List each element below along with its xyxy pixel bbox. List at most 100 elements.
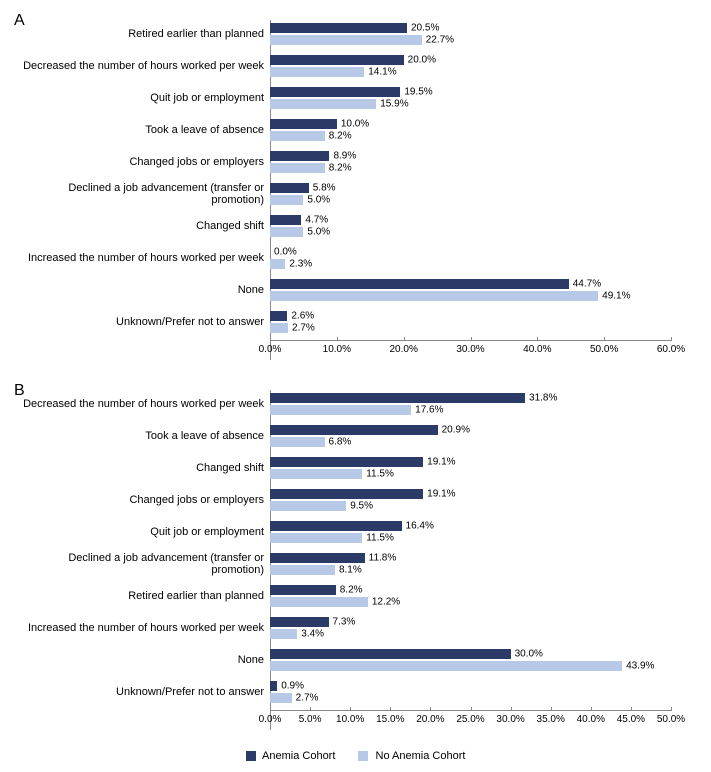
chart-row: None44.7%49.1% — [270, 276, 671, 304]
bar-value-anemia: 16.4% — [402, 521, 434, 532]
bar-no-anemia: 8.2% — [270, 131, 325, 141]
chart-row: Quit job or employment19.5%15.9% — [270, 84, 671, 112]
panel-b-plot: Decreased the number of hours worked per… — [270, 380, 671, 730]
bar-value-anemia: 44.7% — [569, 279, 601, 290]
bar-no-anemia: 6.8% — [270, 437, 325, 447]
legend-item-no-anemia: No Anemia Cohort — [358, 750, 465, 762]
bar-value-no-anemia: 11.5% — [362, 469, 394, 480]
axis-tick — [430, 707, 431, 711]
category-label: None — [18, 284, 270, 296]
bar-anemia: 20.9% — [270, 425, 438, 435]
bar-value-anemia: 8.2% — [336, 585, 363, 596]
category-label: Increased the number of hours worked per… — [18, 622, 270, 634]
bar-anemia: 19.5% — [270, 87, 400, 97]
chart-row: Quit job or employment16.4%11.5% — [270, 518, 671, 546]
bar-no-anemia: 22.7% — [270, 35, 422, 45]
axis-tick-label: 20.0% — [389, 344, 417, 355]
bar-value-anemia: 8.9% — [329, 151, 356, 162]
bar-no-anemia: 15.9% — [270, 99, 376, 109]
chart-row: Took a leave of absence20.9%6.8% — [270, 422, 671, 450]
bar-anemia: 10.0% — [270, 119, 337, 129]
axis-tick — [350, 707, 351, 711]
bar-no-anemia: 11.5% — [270, 533, 362, 543]
bar-value-no-anemia: 22.7% — [422, 35, 454, 46]
panel-a: A Retired earlier than planned20.5%22.7%… — [10, 10, 701, 360]
category-label: Decreased the number of hours worked per… — [18, 398, 270, 410]
axis-tick — [537, 337, 538, 341]
bar-value-no-anemia: 9.5% — [346, 501, 373, 512]
legend: Anemia Cohort No Anemia Cohort — [10, 750, 701, 762]
bar-value-no-anemia: 8.2% — [325, 131, 352, 142]
category-label: Changed jobs or employers — [18, 494, 270, 506]
bar-no-anemia: 43.9% — [270, 661, 622, 671]
bar-value-anemia: 10.0% — [337, 119, 369, 130]
legend-label-no-anemia: No Anemia Cohort — [376, 750, 466, 762]
legend-item-anemia: Anemia Cohort — [246, 750, 336, 762]
chart-row: Unknown/Prefer not to answer2.6%2.7% — [270, 308, 671, 336]
axis-tick-label: 15.0% — [376, 714, 404, 725]
axis-tick-label: 30.0% — [456, 344, 484, 355]
bar-no-anemia: 17.6% — [270, 405, 411, 415]
bar-value-anemia: 19.5% — [400, 87, 432, 98]
bar-value-anemia: 4.7% — [301, 215, 328, 226]
chart-row: Declined a job advancement (transfer or … — [270, 180, 671, 208]
axis-tick-label: 5.0% — [299, 714, 322, 725]
panel-a-plot: Retired earlier than planned20.5%22.7%De… — [270, 10, 671, 360]
bar-no-anemia: 49.1% — [270, 291, 598, 301]
bar-value-no-anemia: 43.9% — [622, 661, 654, 672]
bar-anemia: 19.1% — [270, 489, 423, 499]
chart-row: Changed jobs or employers19.1%9.5% — [270, 486, 671, 514]
axis-tick — [551, 707, 552, 711]
category-label: Took a leave of absence — [18, 124, 270, 136]
axis-tick — [404, 337, 405, 341]
category-label: Declined a job advancement (transfer or … — [18, 182, 270, 206]
axis-tick-label: 60.0% — [657, 344, 685, 355]
bar-no-anemia: 5.0% — [270, 227, 303, 237]
axis-tick — [631, 707, 632, 711]
axis-tick-label: 50.0% — [657, 714, 685, 725]
axis-tick — [671, 337, 672, 341]
category-label: Unknown/Prefer not to answer — [18, 686, 270, 698]
chart-row: Declined a job advancement (transfer or … — [270, 550, 671, 578]
bar-no-anemia: 8.1% — [270, 565, 335, 575]
bar-value-anemia: 31.8% — [525, 393, 557, 404]
bar-anemia: 8.2% — [270, 585, 336, 595]
chart-row: Changed shift19.1%11.5% — [270, 454, 671, 482]
bar-value-no-anemia: 17.6% — [411, 405, 443, 416]
chart-row: Changed shift4.7%5.0% — [270, 212, 671, 240]
x-axis: 0.0%10.0%20.0%30.0%40.0%50.0%60.0% — [270, 340, 671, 360]
bar-anemia: 2.6% — [270, 311, 287, 321]
bar-anemia: 20.5% — [270, 23, 407, 33]
bar-anemia: 5.8% — [270, 183, 309, 193]
axis-tick — [591, 707, 592, 711]
axis-tick-label: 25.0% — [456, 714, 484, 725]
chart-row: Decreased the number of hours worked per… — [270, 390, 671, 418]
chart-row: Increased the number of hours worked per… — [270, 244, 671, 272]
category-label: Quit job or employment — [18, 526, 270, 538]
bar-value-no-anemia: 8.1% — [335, 565, 362, 576]
category-label: Declined a job advancement (transfer or … — [18, 552, 270, 576]
category-label: Took a leave of absence — [18, 430, 270, 442]
bar-no-anemia: 2.7% — [270, 323, 288, 333]
bar-value-no-anemia: 11.5% — [362, 533, 394, 544]
bar-no-anemia: 14.1% — [270, 67, 364, 77]
bar-anemia: 11.8% — [270, 553, 365, 563]
axis-tick-label: 30.0% — [496, 714, 524, 725]
category-label: Unknown/Prefer not to answer — [18, 316, 270, 328]
panel-b: B Decreased the number of hours worked p… — [10, 380, 701, 730]
bar-value-no-anemia: 3.4% — [297, 629, 324, 640]
bar-value-anemia: 11.8% — [365, 553, 397, 564]
bar-value-anemia: 0.0% — [270, 247, 297, 258]
bar-value-anemia: 20.9% — [438, 425, 470, 436]
bar-no-anemia: 8.2% — [270, 163, 325, 173]
bar-anemia: 16.4% — [270, 521, 402, 531]
category-label: Retired earlier than planned — [18, 590, 270, 602]
bar-value-no-anemia: 14.1% — [364, 67, 396, 78]
axis-tick — [270, 337, 271, 341]
bar-value-anemia: 20.5% — [407, 23, 439, 34]
category-label: Changed jobs or employers — [18, 156, 270, 168]
axis-tick-label: 10.0% — [323, 344, 351, 355]
bar-anemia: 4.7% — [270, 215, 301, 225]
bar-value-anemia: 5.8% — [309, 183, 336, 194]
legend-label-anemia: Anemia Cohort — [262, 750, 335, 762]
